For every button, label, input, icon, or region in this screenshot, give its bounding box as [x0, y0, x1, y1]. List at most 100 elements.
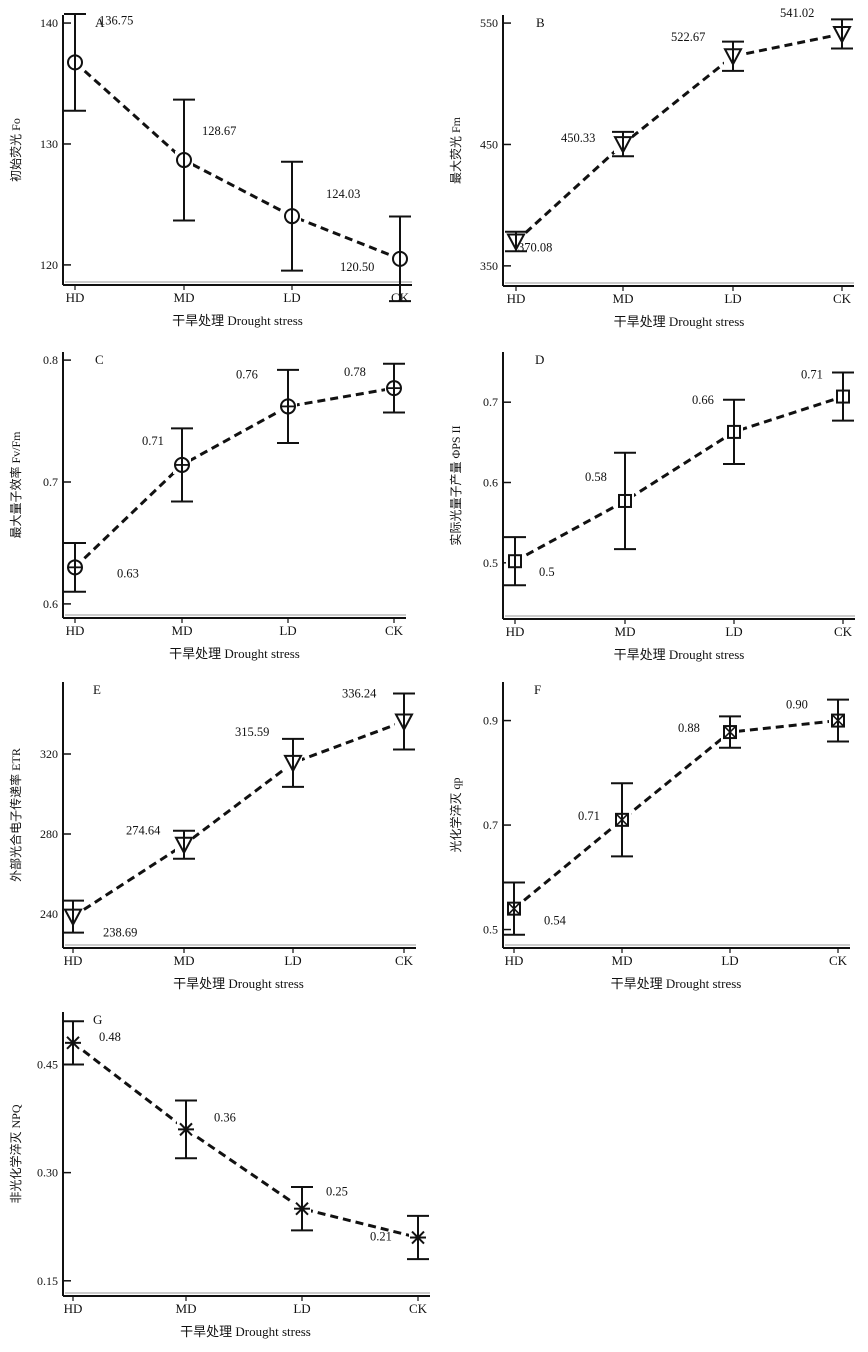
data-label: 0.78 — [344, 365, 366, 379]
x-tick-label: HD — [506, 624, 525, 639]
x-axis-title: 干旱处理 Drought stress — [172, 313, 303, 328]
x-tick-label: MD — [615, 624, 636, 639]
marker-square — [836, 389, 850, 404]
marker-triangle-down — [283, 754, 303, 773]
marker-circle — [67, 54, 83, 71]
series-line — [73, 61, 401, 261]
error-bar — [612, 130, 634, 158]
data-label: 0.71 — [801, 368, 823, 382]
x-axis-title: 干旱处理 Drought stress — [614, 314, 745, 329]
marker-square-x — [615, 812, 629, 827]
data-label: 0.88 — [678, 721, 700, 735]
marker-square — [618, 493, 632, 508]
chart-panel-e: E 240 280 320 外部光合电子传递率 ETR HD MD LD CK 干旱处理 Drou… — [8, 682, 416, 991]
x-tick-label: MD — [172, 623, 193, 638]
data-label: 274.64 — [126, 824, 161, 838]
x-tick-label: CK — [833, 291, 852, 306]
data-label: 0.58 — [585, 470, 607, 484]
marker-circle-plus — [174, 456, 190, 473]
x-tick-label: CK — [834, 624, 853, 639]
marker-star-d2 — [411, 1230, 425, 1245]
marker-asterisk — [178, 1121, 194, 1138]
data-label: 522.67 — [671, 30, 705, 44]
marker-square — [507, 901, 521, 916]
series-line — [514, 395, 844, 563]
error-bar — [504, 536, 526, 587]
x-tick-label: MD — [613, 291, 634, 306]
x-axis-title: 干旱处理 Drought stress — [611, 976, 742, 991]
x-tick-label: HD — [507, 291, 526, 306]
data-label: 0.76 — [236, 367, 258, 381]
x-tick-label: MD — [612, 953, 633, 968]
marker-asterisk — [294, 1200, 310, 1217]
marker-triangle-down — [832, 25, 852, 45]
chart-panel-c: C 0.6 0.7 0.8 最大量子效率 Fv/Fm HD MD LD CK 干旱处理 Droug… — [8, 352, 406, 661]
data-label: 0.90 — [786, 698, 808, 712]
y-tick-label: 120 — [40, 258, 58, 272]
marker-asterisk — [410, 1229, 426, 1246]
y-tick-label: 0.8 — [43, 353, 58, 367]
y-axis-title: 外部光合电子传递率 ETR — [8, 748, 23, 882]
marker-x-b — [723, 725, 737, 739]
marker-square — [831, 713, 845, 728]
x-tick-label: LD — [293, 1301, 310, 1316]
x-tick-label: CK — [395, 953, 414, 968]
panel-letter: D — [535, 352, 544, 367]
marker-circle-plus — [386, 380, 402, 397]
y-tick-label: 280 — [40, 827, 58, 841]
marker-x-b — [831, 714, 845, 728]
y-tick-label: 0.7 — [483, 395, 498, 409]
marker-star-d2 — [66, 1036, 80, 1050]
data-label: 0.71 — [142, 434, 164, 448]
marker-x-b — [615, 813, 629, 827]
data-label: 238.69 — [103, 926, 137, 940]
x-tick-label: HD — [64, 953, 83, 968]
marker-asterisk — [65, 1034, 81, 1051]
chart-panel-g: G 0.15 0.30 0.45 非光化学淬灭 NPQ HD MD LD CK 干旱处理 Drou… — [8, 1012, 430, 1339]
series-line — [72, 1041, 419, 1239]
y-tick-label: 0.6 — [483, 476, 498, 490]
data-label: 128.67 — [202, 124, 236, 138]
series-line — [514, 32, 843, 243]
marker-triangle-down — [63, 908, 83, 927]
error-bar — [393, 692, 415, 751]
data-label: 0.66 — [692, 393, 714, 407]
chart-panel-b: B 350 450 550 最大荧光 Fm HD MD LD CK 干旱处理 Drought st… — [449, 6, 854, 329]
data-label: 450.33 — [561, 131, 595, 145]
marker-square — [508, 554, 522, 569]
y-tick-label: 450 — [480, 137, 498, 151]
marker-triangle-down — [506, 233, 526, 252]
data-label: 0.54 — [544, 914, 567, 928]
panel-letter: F — [534, 682, 541, 697]
marker-square-x — [723, 725, 737, 740]
data-label: 0.63 — [117, 566, 139, 580]
y-tick-label: 0.5 — [483, 556, 498, 570]
marker-circle-plus — [67, 559, 83, 576]
y-tick-label: 550 — [480, 16, 498, 30]
panel-letter: A — [95, 15, 105, 30]
data-label: 0.25 — [326, 1185, 348, 1199]
x-axis-title: 干旱处理 Drought stress — [173, 976, 304, 991]
data-label: 0.48 — [99, 1030, 121, 1044]
panel-letter: G — [93, 1012, 102, 1027]
y-tick-label: 0.45 — [37, 1057, 58, 1071]
series-line — [73, 386, 395, 569]
y-tick-label: 240 — [40, 907, 58, 921]
chart-panel-f: F 0.5 0.7 0.9 光化学淬灭 qp HD MD LD CK 干旱处理 Drought s… — [448, 682, 850, 991]
y-axis-title: 实际光量子产量 ΦPS II — [448, 425, 463, 545]
data-label: 370.08 — [518, 240, 552, 254]
y-tick-label: 0.30 — [37, 1166, 58, 1180]
x-tick-label: CK — [385, 623, 404, 638]
panel-letter: E — [93, 682, 101, 697]
panel-letter: B — [536, 15, 545, 30]
x-tick-label: LD — [725, 624, 742, 639]
x-tick-label: LD — [279, 623, 296, 638]
x-tick-label: LD — [284, 953, 301, 968]
chart-panel-d: D 0.5 0.6 0.7 实际光量子产量 ΦPS II HD MD LD CK 干旱处理 Dro… — [448, 352, 855, 662]
x-tick-label: CK — [409, 1301, 428, 1316]
x-axis-title: 干旱处理 Drought stress — [614, 647, 745, 662]
data-label: 124.03 — [326, 187, 360, 201]
error-bar — [723, 398, 745, 466]
